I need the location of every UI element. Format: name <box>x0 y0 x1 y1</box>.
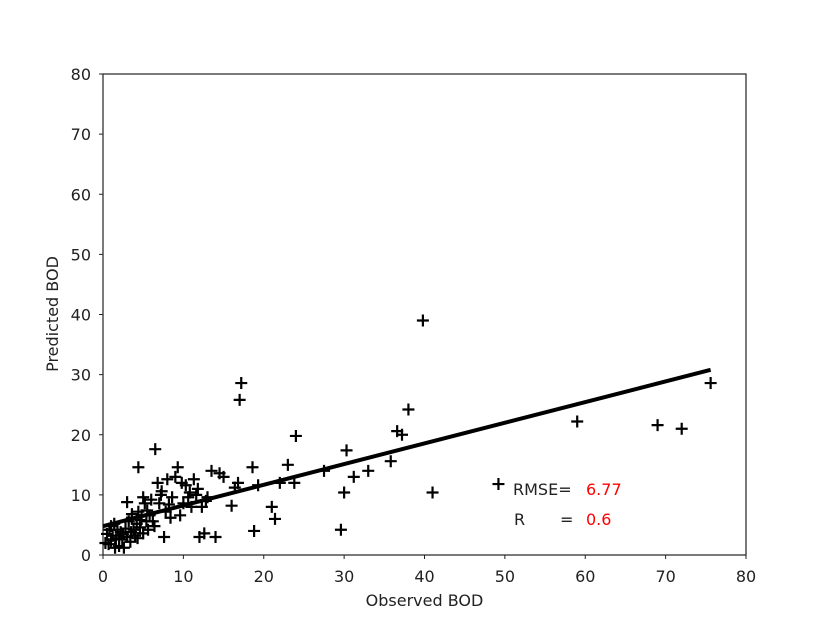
data-point <box>138 497 151 510</box>
data-point <box>269 512 282 525</box>
r-label: R <box>514 510 525 529</box>
y-tick-label: 80 <box>71 65 91 84</box>
data-point <box>131 532 144 545</box>
data-point <box>142 523 155 536</box>
data-point <box>416 314 429 327</box>
data-point <box>281 458 294 471</box>
data-point <box>338 486 351 499</box>
data-point <box>384 455 397 468</box>
data-point <box>233 393 246 406</box>
data-points <box>99 314 717 554</box>
data-point <box>169 470 182 483</box>
y-tick-label: 70 <box>71 125 91 144</box>
data-point <box>402 403 415 416</box>
data-point <box>195 500 208 513</box>
data-point <box>362 464 375 477</box>
data-point <box>265 500 278 513</box>
y-axis-label: Predicted BOD <box>43 256 62 372</box>
x-tick-label: 60 <box>575 567 595 586</box>
data-point <box>125 526 138 539</box>
data-point <box>248 524 261 537</box>
data-point <box>113 532 126 545</box>
data-point <box>334 523 347 536</box>
x-tick-label: 70 <box>655 567 675 586</box>
data-point <box>675 422 688 435</box>
x-axis-ticks: 0 10 20 30 40 50 60 70 80 <box>98 555 756 586</box>
x-tick-label: 50 <box>495 567 515 586</box>
data-point <box>161 473 174 486</box>
data-point <box>209 530 222 543</box>
data-point <box>121 496 134 509</box>
data-point <box>205 464 218 477</box>
y-tick-label: 0 <box>81 546 91 565</box>
y-tick-label: 30 <box>71 366 91 385</box>
y-tick-label: 50 <box>71 245 91 264</box>
data-point <box>166 491 179 504</box>
data-point <box>174 509 187 522</box>
x-tick-label: 10 <box>173 567 193 586</box>
data-point <box>132 461 145 474</box>
data-point <box>171 461 184 474</box>
data-point <box>158 530 171 543</box>
data-point <box>137 491 150 504</box>
data-point <box>198 527 211 540</box>
regression-line <box>102 367 712 529</box>
data-point <box>340 444 353 457</box>
y-tick-label: 20 <box>71 426 91 445</box>
data-point <box>151 476 164 489</box>
data-point <box>175 476 188 489</box>
x-axis-label: Observed BOD <box>366 591 484 610</box>
y-axis-ticks: 0 10 20 30 40 50 60 70 80 <box>71 65 103 565</box>
data-point <box>190 488 203 501</box>
data-point <box>149 443 162 456</box>
data-point <box>426 486 439 499</box>
data-point <box>235 377 248 390</box>
x-tick-label: 40 <box>414 567 434 586</box>
r-value: 0.6 <box>586 510 611 529</box>
data-point <box>154 488 167 501</box>
data-point <box>492 478 505 491</box>
x-tick-label: 0 <box>98 567 108 586</box>
data-point <box>183 486 196 499</box>
x-tick-label: 30 <box>334 567 354 586</box>
rmse-label: RMSE= <box>513 480 572 499</box>
data-point <box>127 523 140 536</box>
r-equals: = <box>560 510 573 529</box>
data-point <box>347 470 360 483</box>
y-tick-label: 40 <box>71 306 91 325</box>
y-tick-label: 60 <box>71 185 91 204</box>
data-point <box>704 377 717 390</box>
data-point <box>395 428 408 441</box>
x-tick-label: 20 <box>254 567 274 586</box>
data-point <box>148 520 161 533</box>
data-point <box>246 461 259 474</box>
data-point <box>164 511 177 524</box>
data-point <box>191 482 204 495</box>
data-point <box>105 534 118 547</box>
data-point <box>225 499 238 512</box>
data-point <box>109 541 122 554</box>
rmse-value: 6.77 <box>586 480 622 499</box>
data-point <box>651 419 664 432</box>
data-point <box>571 415 584 428</box>
x-tick-label: 80 <box>736 567 756 586</box>
data-point <box>217 470 230 483</box>
plot-frame <box>102 73 747 556</box>
data-point <box>145 493 158 506</box>
y-tick-label: 10 <box>71 486 91 505</box>
data-point <box>153 497 166 510</box>
data-point <box>187 473 200 486</box>
data-point <box>232 476 245 489</box>
data-point <box>289 429 302 442</box>
